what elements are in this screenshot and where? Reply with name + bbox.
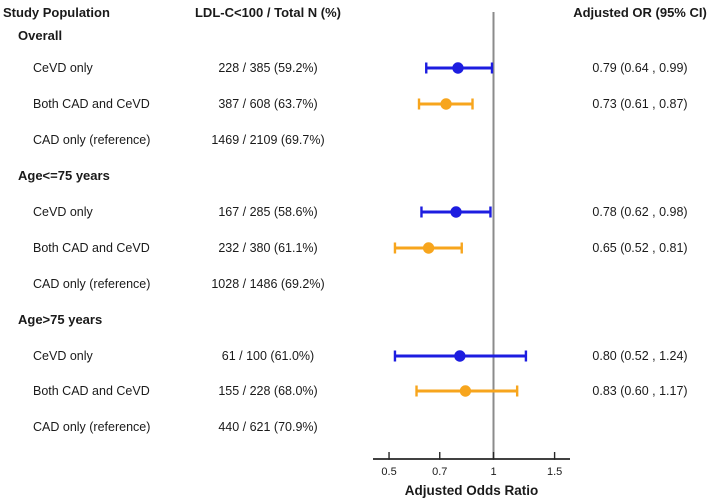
- table-row: Both CAD and CeVD 155 / 228 (68.0%) 0.83…: [0, 382, 709, 400]
- table-row: CeVD only 61 / 100 (61.0%) 0.80 (0.52 , …: [0, 347, 709, 365]
- row-counts: 1469 / 2109 (69.7%): [211, 133, 325, 147]
- row-label: Both CAD and CeVD: [33, 241, 150, 255]
- row-label: CeVD only: [33, 349, 93, 363]
- table-row: CeVD only 167 / 285 (58.6%) 0.78 (0.62 ,…: [0, 203, 709, 221]
- table-row: CeVD only 228 / 385 (59.2%) 0.79 (0.64 ,…: [0, 59, 709, 77]
- row-counts: 228 / 385 (59.2%): [218, 61, 318, 75]
- x-axis-tick-label: 1: [490, 466, 496, 478]
- group-label: Age<=75 years: [18, 168, 110, 183]
- column-header-population: Study Population: [3, 5, 110, 20]
- row-or-value: 0.79 (0.64 , 0.99): [592, 61, 688, 75]
- group-header-overall: Overall: [0, 27, 709, 45]
- group-label: Age>75 years: [18, 312, 103, 327]
- row-counts: 387 / 608 (63.7%): [218, 97, 318, 111]
- x-axis-tick-label: 0.7: [432, 466, 447, 478]
- table-row: CAD only (reference) 440 / 621 (70.9%): [0, 418, 709, 436]
- x-axis-tick-label: 1.5: [547, 466, 562, 478]
- table-row: CAD only (reference) 1028 / 1486 (69.2%): [0, 275, 709, 293]
- row-or-value: 0.65 (0.52 , 0.81): [592, 241, 688, 255]
- row-counts: 1028 / 1486 (69.2%): [211, 277, 325, 291]
- row-or-value: 0.73 (0.61 , 0.87): [592, 97, 688, 111]
- column-header-row: Study Population LDL-C<100 / Total N (%)…: [0, 4, 709, 22]
- row-counts: 61 / 100 (61.0%): [221, 349, 315, 363]
- row-label: CAD only (reference): [33, 420, 151, 434]
- x-axis-tick-label: 0.5: [381, 466, 396, 478]
- column-header-or: Adjusted OR (95% CI): [573, 5, 707, 20]
- row-label: CeVD only: [33, 205, 93, 219]
- table-row: Both CAD and CeVD 387 / 608 (63.7%) 0.73…: [0, 95, 709, 113]
- row-counts: 232 / 380 (61.1%): [218, 241, 318, 255]
- x-axis-title: Adjusted Odds Ratio: [405, 483, 539, 498]
- row-label: Both CAD and CeVD: [33, 384, 150, 398]
- row-label: CeVD only: [33, 61, 93, 75]
- row-label: Both CAD and CeVD: [33, 97, 150, 111]
- group-label: Overall: [18, 28, 63, 43]
- row-counts: 440 / 621 (70.9%): [218, 420, 318, 434]
- table-row: Both CAD and CeVD 232 / 380 (61.1%) 0.65…: [0, 239, 709, 257]
- group-header-age-le-75: Age<=75 years: [0, 167, 709, 185]
- row-or-value: 0.83 (0.60 , 1.17): [592, 384, 688, 398]
- row-counts: 155 / 228 (68.0%): [218, 384, 318, 398]
- table-row: CAD only (reference) 1469 / 2109 (69.7%): [0, 131, 709, 149]
- group-header-age-gt-75: Age>75 years: [0, 311, 709, 329]
- row-or-value: 0.80 (0.52 , 1.24): [592, 349, 688, 363]
- row-label: CAD only (reference): [33, 133, 151, 147]
- column-header-counts: LDL-C<100 / Total N (%): [194, 5, 342, 20]
- row-label: CAD only (reference): [33, 277, 151, 291]
- row-or-value: 0.78 (0.62 , 0.98): [592, 205, 688, 219]
- row-counts: 167 / 285 (58.6%): [218, 205, 318, 219]
